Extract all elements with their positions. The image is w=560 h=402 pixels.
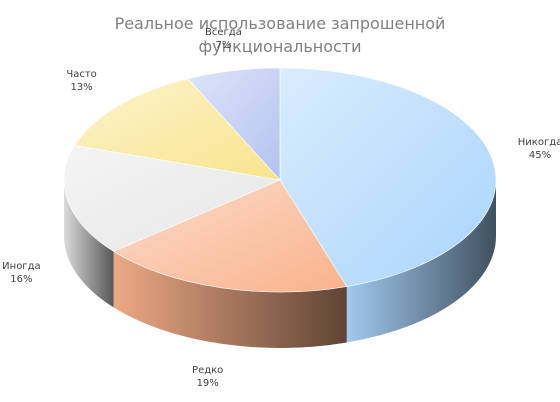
slice-label-percent: 13% [70, 82, 92, 93]
slice-label-name: Часто [66, 69, 96, 80]
slice-label-percent: 19% [197, 378, 219, 389]
chart-title-line-2: функциональности [198, 37, 362, 56]
slice-often [74, 78, 281, 181]
slice-label-never: Никогда 45% [518, 137, 560, 161]
pie-labels: Никогда 45% Редко 19% Иногда 16% Часто 13% Всегд… [2, 27, 560, 389]
slice-always [187, 67, 281, 181]
slice-never [279, 67, 497, 287]
slice-side-never [346, 180, 496, 343]
slice-label-name: Никогда [518, 137, 560, 148]
slice-label-percent: 7% [216, 40, 232, 51]
slice-label-often: Часто 13% [66, 69, 96, 93]
slice-label-name: Редко [192, 365, 223, 376]
chart-title: Реальное использование запрошенной функц… [0, 12, 560, 58]
chart-title-line-1: Реальное использование запрошенной [114, 14, 446, 33]
pie-sides [63, 180, 496, 349]
slice-label-name: Всегда [205, 27, 242, 38]
slice-label-sometimes: Иногда 16% [2, 261, 40, 285]
slice-sometimes [63, 145, 282, 252]
slice-label-name: Иногда [2, 261, 40, 272]
slice-label-rarely: Редко 19% [192, 365, 223, 389]
slice-label-always: Всегда 7% [205, 27, 242, 51]
slice-label-percent: 16% [10, 274, 32, 285]
slice-label-percent: 45% [529, 150, 551, 161]
slice-side-sometimes [63, 180, 114, 308]
slice-rarely [112, 179, 348, 293]
slice-side-rarely [113, 251, 347, 349]
pie-tops [63, 67, 497, 293]
